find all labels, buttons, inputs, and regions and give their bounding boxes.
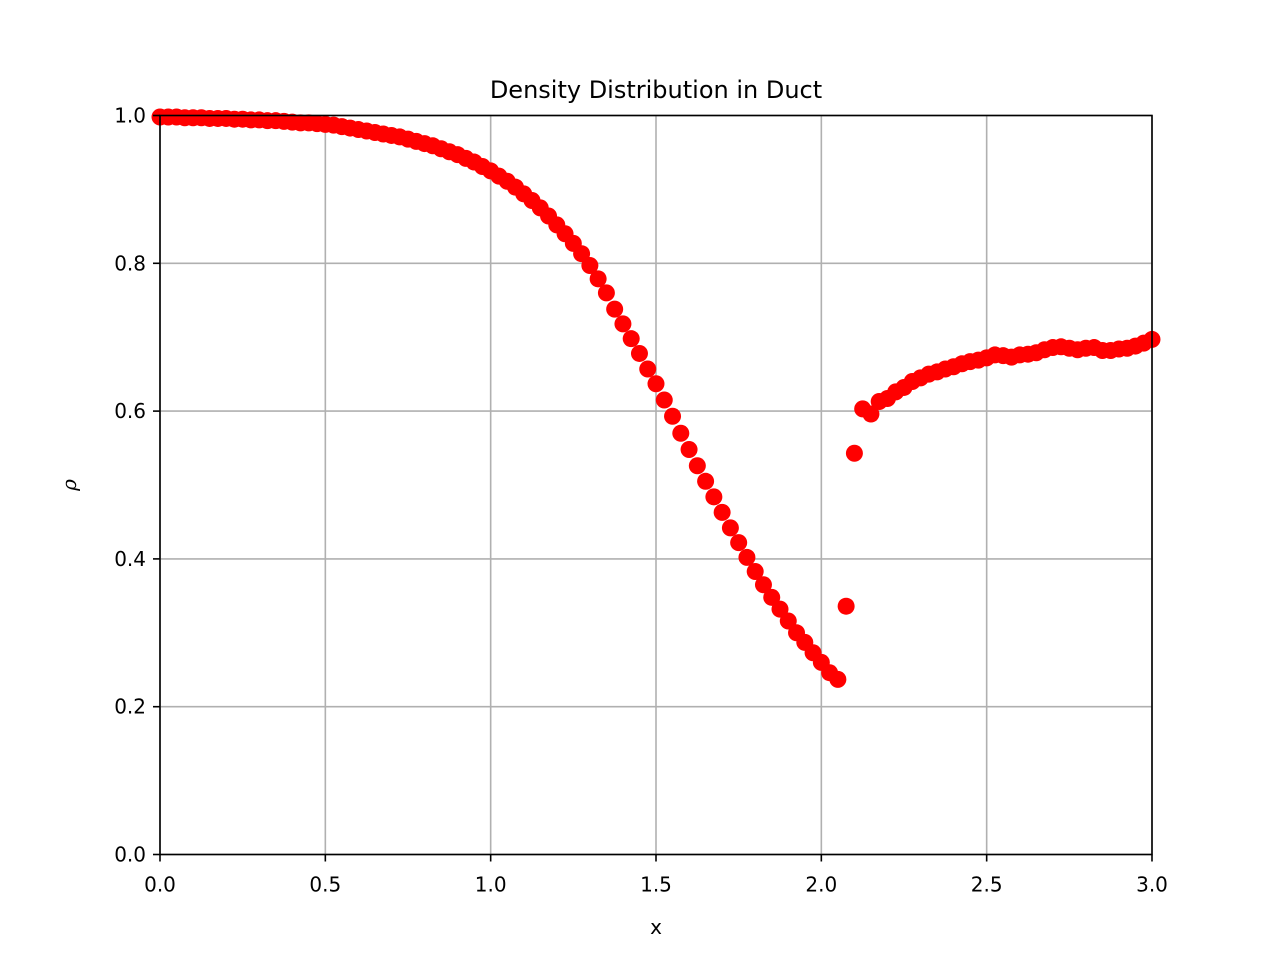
data-point xyxy=(614,315,632,333)
data-point xyxy=(754,576,772,594)
data-point xyxy=(647,375,665,393)
y-tick-label: 0.4 xyxy=(114,547,146,571)
data-point xyxy=(697,472,715,490)
y-tick-label: 1.0 xyxy=(114,104,146,128)
y-tick-label: 0.8 xyxy=(114,251,146,275)
y-tick-label: 0.0 xyxy=(114,843,146,867)
x-tick-label: 1.0 xyxy=(475,873,507,897)
data-point xyxy=(589,270,607,288)
data-point xyxy=(779,612,797,630)
data-point xyxy=(713,503,731,521)
y-tick-label: 0.6 xyxy=(114,399,146,423)
x-tick-label: 1.5 xyxy=(640,873,672,897)
y-axis-ticks: 0.0 0.2 0.4 0.6 0.8 1.0 xyxy=(114,104,160,867)
x-tick-label: 2.0 xyxy=(805,873,837,897)
data-point xyxy=(573,245,591,263)
data-point xyxy=(845,444,863,462)
data-point xyxy=(639,360,657,378)
data-point xyxy=(721,519,739,537)
data-point xyxy=(597,284,615,302)
x-tick-label: 2.5 xyxy=(971,873,1003,897)
data-point xyxy=(829,670,847,688)
data-point xyxy=(630,344,648,362)
data-point xyxy=(655,391,673,409)
data-point xyxy=(837,597,855,615)
x-axis-ticks: 0.0 0.5 1.0 1.5 2.0 2.5 3.0 xyxy=(144,854,1168,897)
data-point xyxy=(664,407,682,425)
x-tick-label: 0.5 xyxy=(309,873,341,897)
data-point xyxy=(730,534,748,552)
data-point xyxy=(705,488,723,506)
data-point xyxy=(672,424,690,442)
x-tick-label: 3.0 xyxy=(1136,873,1168,897)
data-point xyxy=(622,330,640,348)
data-point xyxy=(746,562,764,580)
y-tick-label: 0.2 xyxy=(114,695,146,719)
y-axis-label: ρ xyxy=(57,479,81,492)
data-point xyxy=(862,405,880,423)
data-point xyxy=(738,548,756,566)
data-point xyxy=(763,588,781,606)
data-point xyxy=(771,600,789,618)
x-axis-label: x xyxy=(650,915,662,939)
data-points xyxy=(151,108,1161,688)
x-tick-label: 0.0 xyxy=(144,873,176,897)
data-point xyxy=(606,300,624,318)
data-point xyxy=(680,441,698,459)
data-point xyxy=(581,257,599,275)
data-point xyxy=(688,457,706,475)
chart-title: Density Distribution in Duct xyxy=(490,76,822,104)
grid-lines xyxy=(159,114,1153,856)
